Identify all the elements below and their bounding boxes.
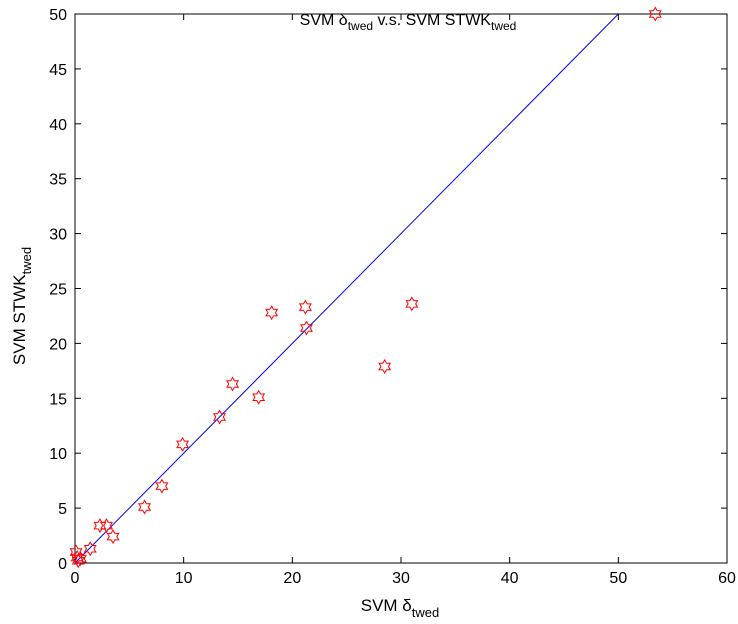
y-tick-label: 50 <box>49 7 67 24</box>
reference-line <box>74 13 619 564</box>
data-point <box>176 436 190 452</box>
x-tick-label: 10 <box>175 570 193 587</box>
x-tick-label: 50 <box>609 570 627 587</box>
plot-frame <box>74 13 728 564</box>
data-point <box>155 478 169 494</box>
data-point <box>73 551 87 567</box>
data-point <box>100 518 114 534</box>
data-point <box>93 518 107 534</box>
data-point <box>299 320 313 336</box>
x-axis-ticks: 0 10 20 30 40 50 60 <box>71 14 736 587</box>
x-axis-label: SVM δtwed <box>361 596 440 620</box>
y-tick-label: 15 <box>49 391 67 408</box>
x-tick-label: 0 <box>71 570 80 587</box>
x-tick-label: 20 <box>283 570 301 587</box>
data-point <box>378 358 392 374</box>
y-axis-ticks: 0 5 10 15 20 25 30 35 40 45 50 <box>49 7 727 573</box>
data-point <box>138 499 152 515</box>
data-point <box>298 299 312 315</box>
y-tick-label: 30 <box>49 227 67 244</box>
y-tick-label: 40 <box>49 117 67 134</box>
x-tick-label: 60 <box>718 570 736 587</box>
x-tick-label: 30 <box>392 570 410 587</box>
identity-line <box>74 13 619 564</box>
data-point <box>83 541 97 557</box>
plot-area <box>74 13 728 564</box>
data-point <box>71 553 85 569</box>
y-axis-label: SVM STWKtwed <box>10 247 34 365</box>
data-points <box>69 6 662 569</box>
data-point <box>70 550 84 566</box>
y-tick-label: 45 <box>49 62 67 79</box>
y-tick-label: 25 <box>49 282 67 299</box>
chart-title: SVM δtwed v.s. SVM STWKtwed <box>300 12 517 33</box>
y-tick-label: 10 <box>49 446 67 463</box>
data-point <box>213 409 227 425</box>
data-point <box>648 6 662 22</box>
y-tick-label: 0 <box>58 556 67 573</box>
y-tick-label: 35 <box>49 172 67 189</box>
data-point <box>106 529 120 545</box>
x-tick-label: 40 <box>501 570 519 587</box>
data-point <box>405 296 419 312</box>
data-point <box>226 376 240 392</box>
data-point <box>252 389 266 405</box>
data-point <box>265 305 279 321</box>
y-tick-label: 20 <box>49 336 67 353</box>
y-tick-label: 5 <box>58 501 67 518</box>
